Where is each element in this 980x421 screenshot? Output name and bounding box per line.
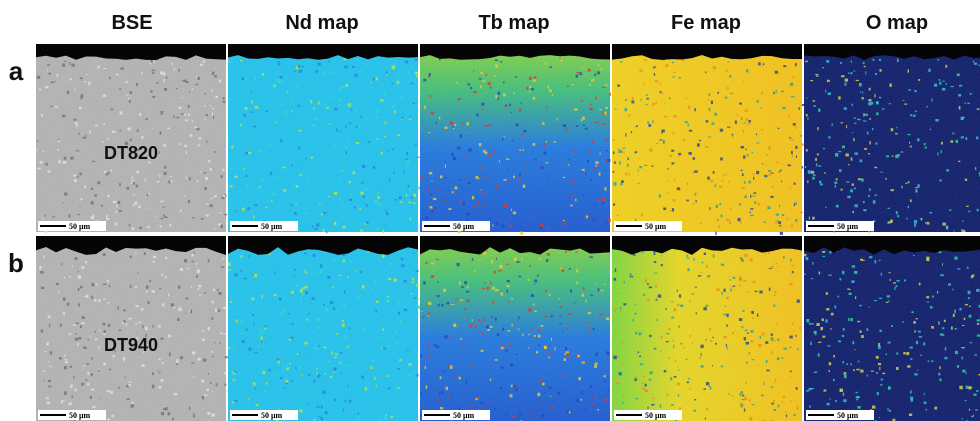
noise xyxy=(420,236,610,421)
surface-layer xyxy=(228,44,418,60)
scale-bar-box xyxy=(230,410,298,420)
column-header: BSE xyxy=(111,12,152,34)
scale-bar-label: 50 μm xyxy=(645,411,667,420)
scale-bar-label: 50 μm xyxy=(837,411,859,420)
speckle xyxy=(779,231,784,235)
scale-bar-box xyxy=(806,221,874,231)
map-panel: 50 μm xyxy=(612,236,802,421)
scale-bar-box xyxy=(422,410,490,420)
speckle xyxy=(417,305,421,309)
noise xyxy=(804,236,980,421)
map-panel: 50 μm xyxy=(804,44,980,234)
map-panel: 50 μm xyxy=(228,44,420,234)
surface-layer xyxy=(228,236,418,255)
scale-bar-box xyxy=(422,221,490,231)
noise xyxy=(804,44,980,232)
noise xyxy=(36,44,226,232)
surface-layer xyxy=(612,44,802,60)
sample-label: DT940 xyxy=(104,335,158,355)
column-header: Tb map xyxy=(478,12,549,34)
scale-bar-box xyxy=(38,221,106,231)
row-label: a xyxy=(9,56,24,86)
speckle xyxy=(326,231,328,234)
scale-bar-box xyxy=(806,410,874,420)
map-panel: 50 μm xyxy=(36,236,229,421)
scale-bar-box xyxy=(614,410,682,420)
surface-layer xyxy=(420,236,610,255)
speckle xyxy=(416,186,420,190)
scale-bar-label: 50 μm xyxy=(453,411,475,420)
map-panel: 50 μm xyxy=(612,44,805,236)
map-panel: 50 μm xyxy=(804,236,980,421)
scale-bar-label: 50 μm xyxy=(261,411,283,420)
map-panel: 50 μm xyxy=(420,236,610,421)
scale-bar-label: 50 μm xyxy=(837,222,859,231)
row-label: b xyxy=(8,248,24,278)
scale-bar-label: 50 μm xyxy=(69,411,91,420)
scale-bar-label: 50 μm xyxy=(69,222,91,231)
speckle xyxy=(224,356,228,359)
map-panel: 50 μm xyxy=(36,44,228,234)
column-header: O map xyxy=(866,12,928,34)
noise xyxy=(612,44,802,232)
noise xyxy=(420,44,610,232)
scale-bar-box xyxy=(614,221,682,231)
noise xyxy=(36,236,226,421)
column-header: Nd map xyxy=(285,12,358,34)
speckle xyxy=(520,231,524,235)
noise xyxy=(228,44,418,232)
speckle xyxy=(225,190,228,193)
scale-bar-label: 50 μm xyxy=(645,222,667,231)
speckle xyxy=(417,156,420,158)
speckle xyxy=(801,143,804,146)
noise xyxy=(228,236,418,421)
speckle xyxy=(801,166,804,169)
scale-bar-box xyxy=(230,221,298,231)
surface-layer xyxy=(612,236,802,255)
scale-bar-box xyxy=(38,410,106,420)
surface-layer xyxy=(804,44,980,60)
map-panel: 50 μm xyxy=(420,44,611,235)
speckle xyxy=(609,90,611,93)
surface-layer xyxy=(804,236,980,255)
noise xyxy=(612,236,802,421)
scale-bar-label: 50 μm xyxy=(453,222,475,231)
surface-layer xyxy=(36,236,226,255)
speckle xyxy=(609,92,611,96)
speckle xyxy=(801,104,805,107)
scale-bar-label: 50 μm xyxy=(261,222,283,231)
map-panel: 50 μm xyxy=(228,236,421,421)
surface-layer xyxy=(420,44,610,60)
surface-layer xyxy=(36,44,226,60)
speckle xyxy=(225,389,229,392)
sample-label: DT820 xyxy=(104,143,158,163)
column-header: Fe map xyxy=(671,12,741,34)
speckle xyxy=(417,298,421,300)
speckle xyxy=(715,231,717,236)
